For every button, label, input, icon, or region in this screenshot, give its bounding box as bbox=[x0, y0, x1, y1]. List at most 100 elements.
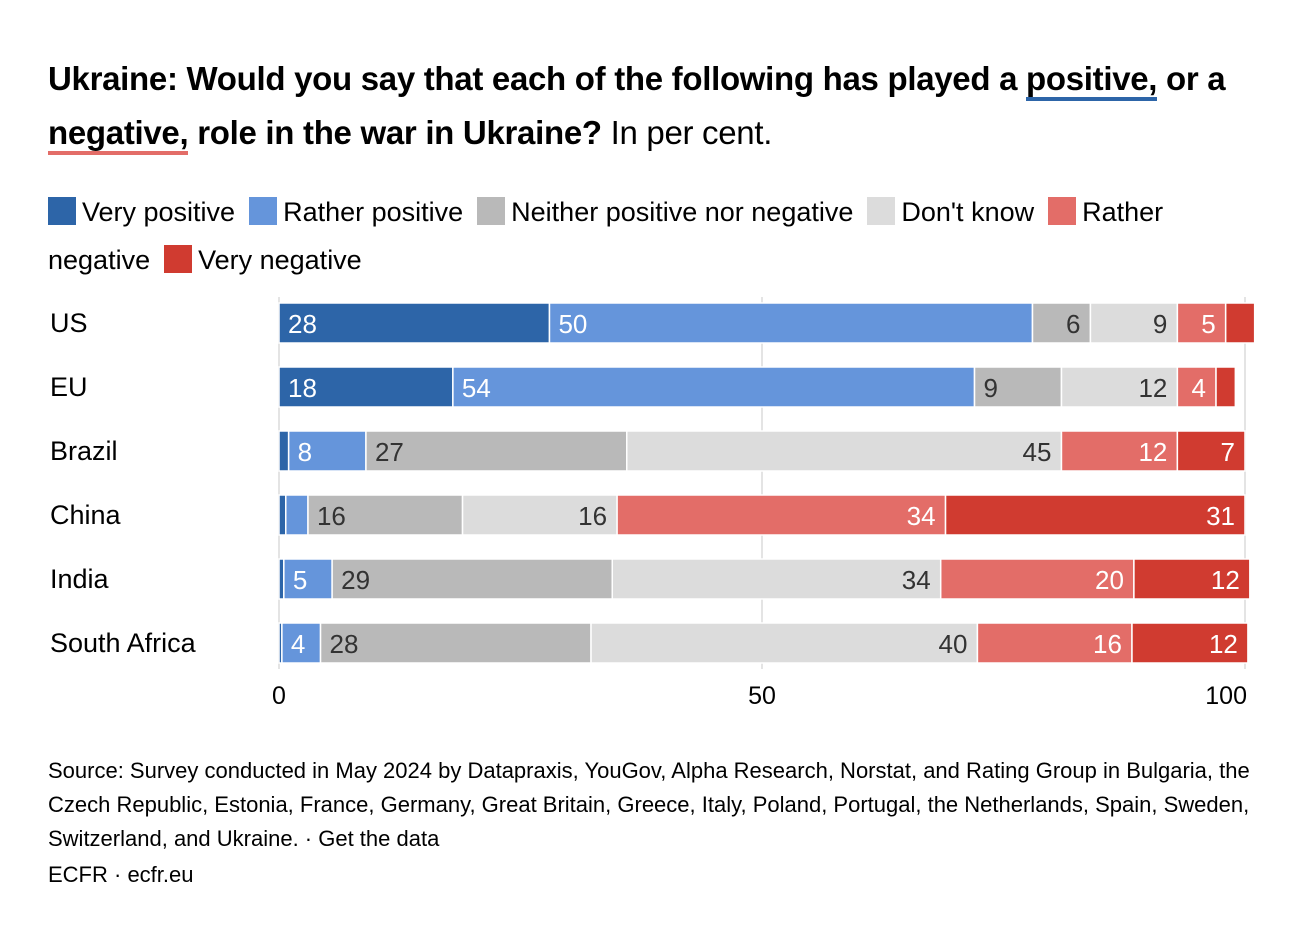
row-label-china: China bbox=[50, 500, 122, 530]
legend-item-neither-positive-nor-negative: Neither positive nor negative bbox=[477, 197, 853, 227]
value-label-south-africa-don-t-know: 40 bbox=[938, 629, 967, 659]
bar-us-rather-positive bbox=[548, 302, 1034, 344]
bar-india-neither-positive-nor-negative bbox=[331, 558, 614, 600]
legend-label: Rather negative bbox=[48, 197, 1164, 275]
value-label-eu-don-t-know: 12 bbox=[1138, 373, 1167, 403]
value-label-brazil-neither-positive-nor-negative: 27 bbox=[375, 437, 404, 467]
x-tick-label-0: 0 bbox=[272, 682, 286, 710]
bar-brazil-rather-negative bbox=[1060, 430, 1179, 472]
value-label-china-rather-negative: 34 bbox=[907, 501, 936, 531]
value-label-us-very-positive: 28 bbox=[288, 309, 317, 339]
title-positive-highlight: positive, bbox=[1026, 60, 1157, 101]
bar-china-don-t-know bbox=[461, 494, 618, 536]
bar-india-don-t-know bbox=[611, 558, 942, 600]
legend-item-very-negative: Very negative bbox=[164, 245, 362, 275]
bar-south-africa-rather-negative bbox=[976, 622, 1133, 664]
chart-legend: Very positive Rather positive Neither posi… bbox=[48, 188, 1268, 284]
value-label-china-don-t-know: 16 bbox=[578, 501, 607, 531]
bar-eu-neither-positive-nor-negative bbox=[973, 366, 1063, 408]
legend-swatch bbox=[1048, 197, 1077, 225]
bar-brazil-rather-positive bbox=[287, 430, 367, 472]
value-label-china-neither-positive-nor-negative: 16 bbox=[317, 501, 346, 531]
legend-swatch bbox=[249, 197, 278, 225]
bar-us-don-t-know bbox=[1089, 302, 1179, 344]
legend-label: Rather positive bbox=[283, 197, 464, 227]
value-label-india-rather-positive: 5 bbox=[293, 565, 307, 595]
title-text-middle: or a bbox=[1157, 60, 1226, 97]
value-label-india-don-t-know: 34 bbox=[902, 565, 931, 595]
value-label-brazil-rather-negative: 12 bbox=[1138, 437, 1167, 467]
value-label-india-neither-positive-nor-negative: 29 bbox=[341, 565, 370, 595]
bar-china-very-positive bbox=[278, 494, 287, 536]
title-negative-highlight: negative, bbox=[48, 114, 189, 155]
bar-eu-very-positive bbox=[278, 366, 454, 408]
bar-india-very-negative bbox=[1133, 558, 1251, 600]
bar-india-rather-positive bbox=[283, 558, 333, 600]
chart-title: Ukraine: Would you say that each of the … bbox=[48, 52, 1268, 160]
bar-india-rather-negative bbox=[939, 558, 1135, 600]
value-label-brazil-very-negative: 7 bbox=[1221, 437, 1235, 467]
credit-line: ECFR · ecfr.eu bbox=[48, 862, 194, 887]
value-label-south-africa-neither-positive-nor-negative: 28 bbox=[330, 629, 359, 659]
bar-eu-very-negative bbox=[1215, 366, 1237, 408]
legend-swatch bbox=[164, 245, 193, 273]
value-label-eu-rather-positive: 54 bbox=[462, 373, 491, 403]
bar-brazil-very-negative bbox=[1176, 430, 1246, 472]
bar-brazil-don-t-know bbox=[626, 430, 1063, 472]
value-label-brazil-don-t-know: 45 bbox=[1023, 437, 1052, 467]
row-label-eu: EU bbox=[50, 372, 88, 402]
value-label-south-africa-very-negative: 12 bbox=[1209, 629, 1238, 659]
value-label-india-very-negative: 12 bbox=[1211, 565, 1240, 595]
bar-us-very-positive bbox=[278, 302, 551, 344]
bar-eu-don-t-know bbox=[1060, 366, 1179, 408]
value-label-south-africa-rather-negative: 16 bbox=[1093, 629, 1122, 659]
legend-swatch bbox=[48, 197, 76, 225]
chart-subtitle: In per cent. bbox=[601, 114, 773, 151]
legend-swatch bbox=[867, 197, 896, 225]
bar-us-neither-positive-nor-negative bbox=[1031, 302, 1092, 344]
value-label-china-very-negative: 31 bbox=[1206, 501, 1235, 531]
value-label-south-africa-rather-positive: 4 bbox=[291, 629, 305, 659]
title-text-end: role in the war in Ukraine? bbox=[188, 114, 602, 151]
x-tick-label-50: 50 bbox=[748, 682, 776, 710]
legend-item-don-t-know: Don't know bbox=[867, 197, 1034, 227]
bar-china-very-negative bbox=[944, 494, 1246, 536]
x-tick-label-100: 100 bbox=[1205, 682, 1247, 710]
value-label-us-rather-positive: 50 bbox=[558, 309, 587, 339]
bar-china-rather-positive bbox=[285, 494, 309, 536]
bar-us-very-negative bbox=[1224, 302, 1256, 344]
legend-label: Very positive bbox=[82, 197, 236, 227]
legend-label: Neither positive nor negative bbox=[511, 197, 854, 227]
bar-eu-rather-positive bbox=[452, 366, 976, 408]
bar-brazil-neither-positive-nor-negative bbox=[365, 430, 628, 472]
legend-label: Very negative bbox=[198, 245, 362, 275]
value-label-brazil-rather-positive: 8 bbox=[298, 437, 312, 467]
bar-china-neither-positive-nor-negative bbox=[307, 494, 464, 536]
bar-south-africa-don-t-know bbox=[590, 622, 979, 664]
value-label-eu-neither-positive-nor-negative: 9 bbox=[984, 373, 998, 403]
legend-item-rather-negative: Rather negative bbox=[48, 197, 1163, 275]
row-label-south-africa: South Africa bbox=[50, 628, 197, 658]
row-label-brazil: Brazil bbox=[50, 436, 118, 466]
legend-swatch bbox=[477, 197, 506, 225]
value-label-us-neither-positive-nor-negative: 6 bbox=[1066, 309, 1080, 339]
value-label-eu-rather-negative: 4 bbox=[1192, 373, 1206, 403]
row-label-us: US bbox=[50, 308, 88, 338]
value-label-us-rather-negative: 5 bbox=[1201, 309, 1215, 339]
bar-brazil-very-positive bbox=[278, 430, 290, 472]
value-label-eu-very-positive: 18 bbox=[288, 373, 317, 403]
value-label-india-rather-negative: 20 bbox=[1095, 565, 1124, 595]
source-note: Source: Survey conducted in May 2024 by … bbox=[48, 758, 1250, 851]
legend-item-very-positive: Very positive bbox=[48, 197, 235, 227]
legend-label: Don't know bbox=[901, 197, 1035, 227]
bar-china-rather-negative bbox=[616, 494, 947, 536]
bar-us-rather-negative bbox=[1176, 302, 1227, 344]
bar-south-africa-very-negative bbox=[1131, 622, 1249, 664]
bar-eu-rather-negative bbox=[1176, 366, 1217, 408]
title-text-start: Ukraine: Would you say that each of the … bbox=[48, 60, 1026, 97]
value-label-us-don-t-know: 9 bbox=[1153, 309, 1167, 339]
bar-south-africa-neither-positive-nor-negative bbox=[319, 622, 592, 664]
legend-item-rather-positive: Rather positive bbox=[249, 197, 463, 227]
row-label-india: India bbox=[50, 564, 110, 594]
